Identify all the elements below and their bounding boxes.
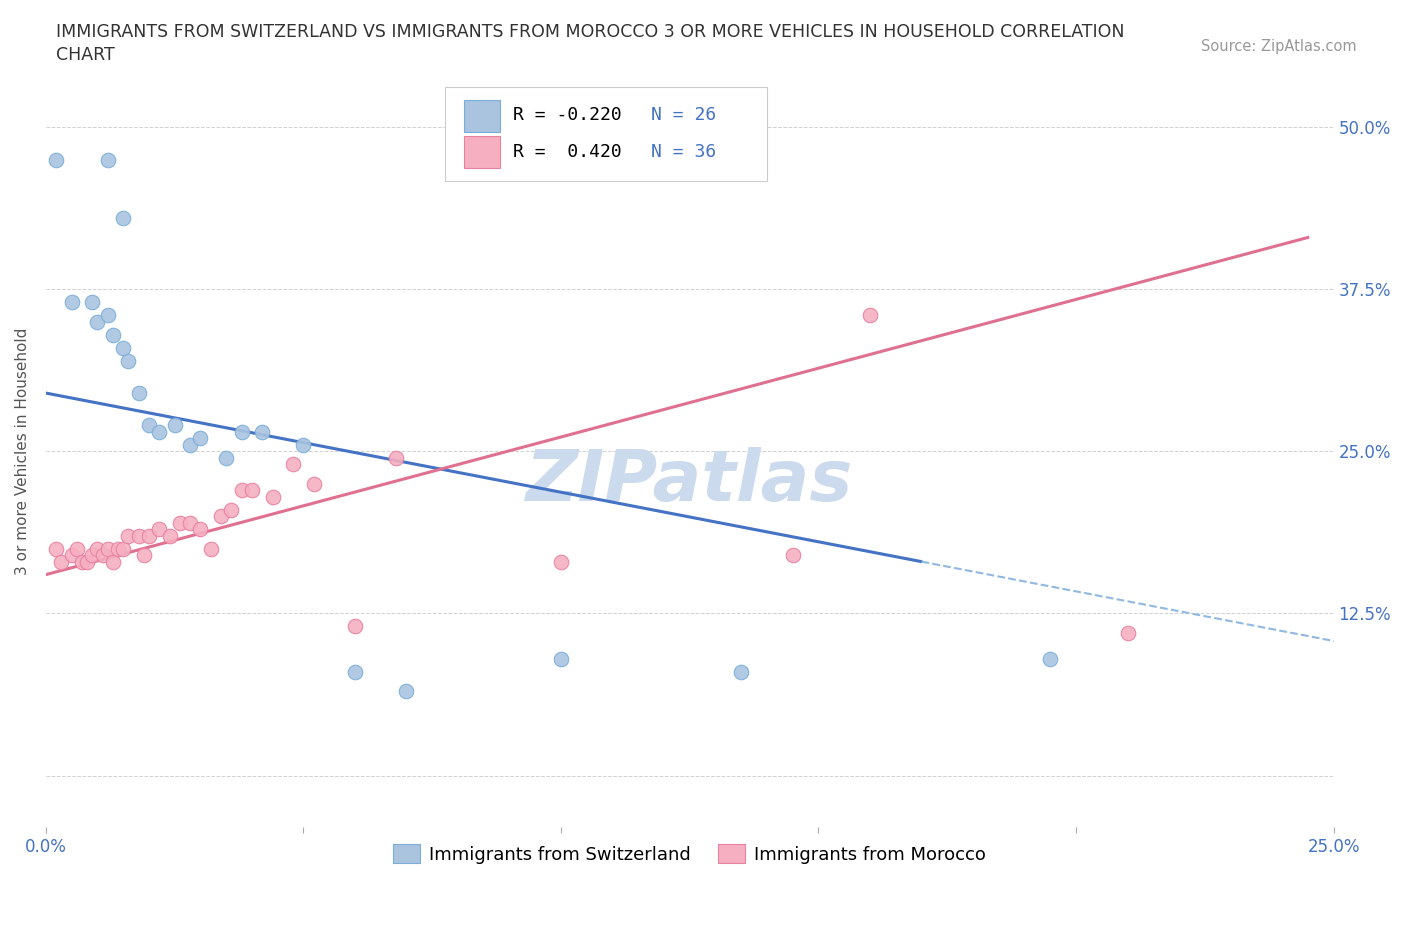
Point [117, 353, 139, 368]
Text: R =  0.420: R = 0.420 [513, 143, 621, 161]
Point [1039, 651, 1062, 666]
Point [148, 522, 170, 537]
Point [343, 619, 366, 634]
Legend: Immigrants from Switzerland, Immigrants from Morocco: Immigrants from Switzerland, Immigrants … [387, 837, 994, 871]
Point [107, 541, 129, 556]
Point [209, 509, 232, 524]
Point [292, 437, 315, 452]
Point [138, 528, 160, 543]
Point [859, 308, 882, 323]
Point [60, 548, 83, 563]
Point [200, 541, 222, 556]
Point [117, 528, 139, 543]
Point [86, 541, 108, 556]
Text: IMMIGRANTS FROM SWITZERLAND VS IMMIGRANTS FROM MOROCCO 3 OR MORE VEHICLES IN HOU: IMMIGRANTS FROM SWITZERLAND VS IMMIGRANT… [56, 23, 1125, 41]
Text: N = 26: N = 26 [651, 106, 717, 125]
Point [215, 450, 238, 465]
Point [132, 548, 155, 563]
Point [128, 528, 150, 543]
Point [45, 153, 67, 167]
FancyBboxPatch shape [464, 100, 501, 132]
Point [101, 554, 124, 569]
Point [101, 327, 124, 342]
Point [128, 386, 150, 401]
Point [82, 295, 104, 310]
Point [302, 476, 325, 491]
Point [704, 146, 727, 161]
Point [343, 664, 366, 679]
Point [179, 437, 201, 452]
Point [148, 424, 170, 439]
Point [97, 308, 120, 323]
Point [179, 515, 201, 530]
Point [86, 314, 108, 329]
Text: ZIPatlas: ZIPatlas [526, 447, 853, 516]
Point [550, 651, 572, 666]
Point [1116, 626, 1139, 641]
Point [112, 210, 135, 225]
Point [385, 450, 408, 465]
Point [51, 554, 73, 569]
Point [190, 431, 212, 445]
Text: Source: ZipAtlas.com: Source: ZipAtlas.com [1201, 39, 1357, 54]
FancyBboxPatch shape [464, 137, 501, 168]
Point [60, 295, 83, 310]
Point [112, 340, 135, 355]
Point [169, 515, 191, 530]
Point [66, 541, 89, 556]
Y-axis label: 3 or more Vehicles in Household: 3 or more Vehicles in Household [15, 327, 30, 575]
Point [159, 528, 181, 543]
Point [782, 548, 804, 563]
Point [76, 554, 98, 569]
Point [97, 153, 120, 167]
Point [138, 418, 160, 433]
Point [262, 489, 284, 504]
Point [252, 424, 274, 439]
Point [97, 541, 120, 556]
Point [91, 548, 114, 563]
Point [70, 554, 93, 569]
Point [240, 483, 263, 498]
Point [231, 424, 253, 439]
Point [283, 457, 305, 472]
Point [190, 522, 212, 537]
Point [730, 664, 752, 679]
Point [112, 541, 135, 556]
FancyBboxPatch shape [446, 86, 768, 180]
Point [82, 548, 104, 563]
Text: N = 36: N = 36 [651, 143, 717, 161]
Point [550, 554, 572, 569]
Text: R = -0.220: R = -0.220 [513, 106, 621, 125]
Point [231, 483, 253, 498]
Point [163, 418, 186, 433]
Text: CHART: CHART [56, 46, 115, 64]
Point [45, 541, 67, 556]
Point [221, 502, 243, 517]
Point [395, 684, 418, 698]
